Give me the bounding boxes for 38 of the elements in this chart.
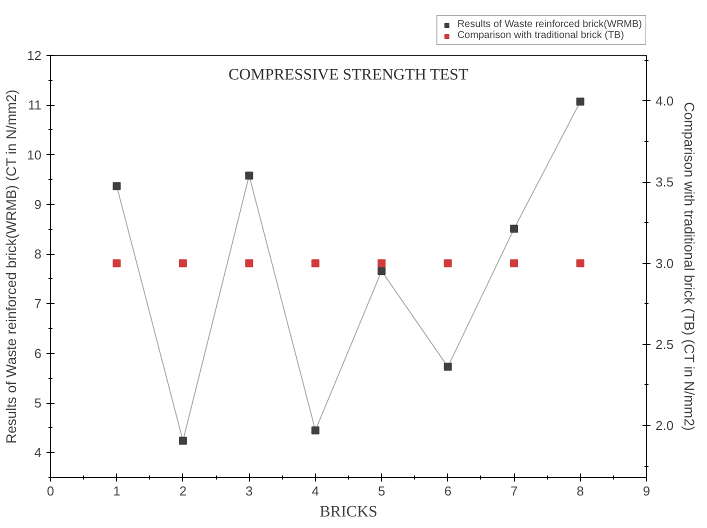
point: [576, 98, 584, 106]
point: [178, 436, 187, 445]
text: COMPRESSIVE STRENGTH TEST: [228, 66, 468, 84]
x-tick-label: 5: [378, 484, 386, 498]
x-tick-label: 7: [510, 484, 518, 498]
y-tick-label: 10: [27, 147, 42, 162]
x-tick-label: 8: [576, 484, 584, 498]
y-tick-label: 8: [34, 246, 42, 262]
y-tick-label: 6: [34, 346, 42, 361]
y2-tick-label: 2.5: [656, 336, 674, 352]
y-tick-label: 7: [34, 296, 42, 312]
y-tick-label: 9: [34, 196, 42, 212]
x-tick-label: 9: [642, 484, 650, 498]
point: [510, 224, 518, 233]
y2-tick-label: 3.5: [656, 174, 674, 190]
x-tick-label: 1: [113, 484, 120, 498]
x-tick-label: 6: [444, 484, 452, 498]
x-axis-title: BRICKS: [320, 504, 378, 520]
y-tick-label: 5: [34, 396, 42, 411]
y-tick-label: 4: [34, 445, 42, 460]
point: [311, 426, 320, 434]
legend-label: Results of Waste reinforced brick(WRMB): [457, 19, 642, 30]
legend-label: Comparison with traditional brick (TB): [457, 30, 624, 41]
x-tick-label: 2: [179, 484, 187, 498]
x-tick-label: 3: [246, 484, 253, 498]
x-tick-label: 0: [46, 484, 54, 498]
x-tick-label: 4: [312, 484, 320, 498]
y-tick-label: 12: [27, 48, 42, 63]
y2-tick-label: 2.0: [656, 418, 674, 434]
point: [444, 362, 452, 371]
point: [378, 266, 386, 275]
point: [112, 182, 121, 190]
y2-tick-label: 4.0: [656, 93, 674, 108]
y2-axis-title: Comparison with traditional brick (TB) (CT in N/mm2): [682, 102, 698, 431]
point: [245, 172, 254, 180]
y-axis-title: Results of Waste reinforced brick(WRMB) (CT in N/mm2): [3, 90, 20, 444]
y-tick-label: 11: [28, 98, 42, 113]
y2-tick-label: 3.0: [656, 256, 674, 271]
